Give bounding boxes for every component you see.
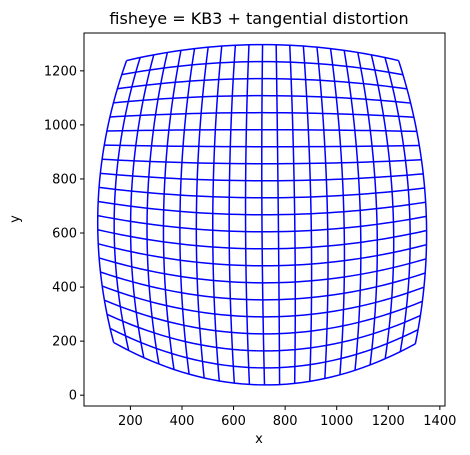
x-axis-ticks: 200 400 600 800 1000 1200 1400 — [118, 406, 456, 429]
grid-line-horizontal — [109, 327, 419, 369]
grid-line-horizontal — [109, 111, 414, 118]
x-tick-label: 800 — [273, 414, 298, 429]
x-tick-label: 600 — [221, 414, 246, 429]
grid-line-horizontal — [98, 257, 427, 284]
x-tick-label: 1200 — [372, 414, 405, 429]
x-tick-label: 200 — [118, 414, 143, 429]
plot-frame — [83, 32, 446, 407]
grid-line-horizontal — [98, 186, 425, 199]
grid-line-horizontal — [97, 228, 427, 250]
y-tick-label: 800 — [52, 172, 77, 187]
grid-line-horizontal — [97, 214, 427, 233]
grid-line-horizontal — [117, 77, 408, 90]
y-tick-label: 200 — [52, 335, 77, 350]
grid-line-horizontal — [102, 158, 422, 165]
y-axis-ticks: 0 200 400 600 800 1000 1200 — [44, 64, 84, 404]
y-axis-label: y — [8, 215, 23, 223]
grid-line-horizontal — [104, 144, 420, 148]
grid-line-horizontal — [100, 271, 426, 301]
x-tick-label: 400 — [170, 414, 195, 429]
grid-line-horizontal — [100, 172, 424, 182]
chart-title: fisheye = KB3 + tangential distortion — [109, 9, 408, 28]
grid-line-horizontal — [98, 200, 426, 216]
grid-line-horizontal — [106, 128, 417, 133]
grid-line-horizontal — [106, 313, 421, 352]
x-tick-label: 1400 — [423, 414, 456, 429]
grid-line-horizontal — [101, 285, 425, 318]
grid-line-horizontal — [113, 341, 416, 386]
distortion-grid — [96, 43, 428, 386]
x-tick-label: 1000 — [320, 414, 353, 429]
y-tick-label: 400 — [52, 281, 77, 296]
y-tick-label: 1200 — [44, 64, 77, 79]
x-axis-label: x — [255, 432, 263, 447]
grid-line-horizontal — [121, 60, 404, 76]
grid-line-horizontal — [113, 94, 411, 104]
grid-line-horizontal — [98, 243, 427, 267]
grid-line-horizontal — [104, 299, 423, 335]
grid-line-horizontal — [126, 43, 399, 62]
y-tick-label: 0 — [69, 389, 77, 404]
y-tick-label: 1000 — [44, 118, 77, 133]
y-tick-label: 600 — [52, 227, 77, 242]
